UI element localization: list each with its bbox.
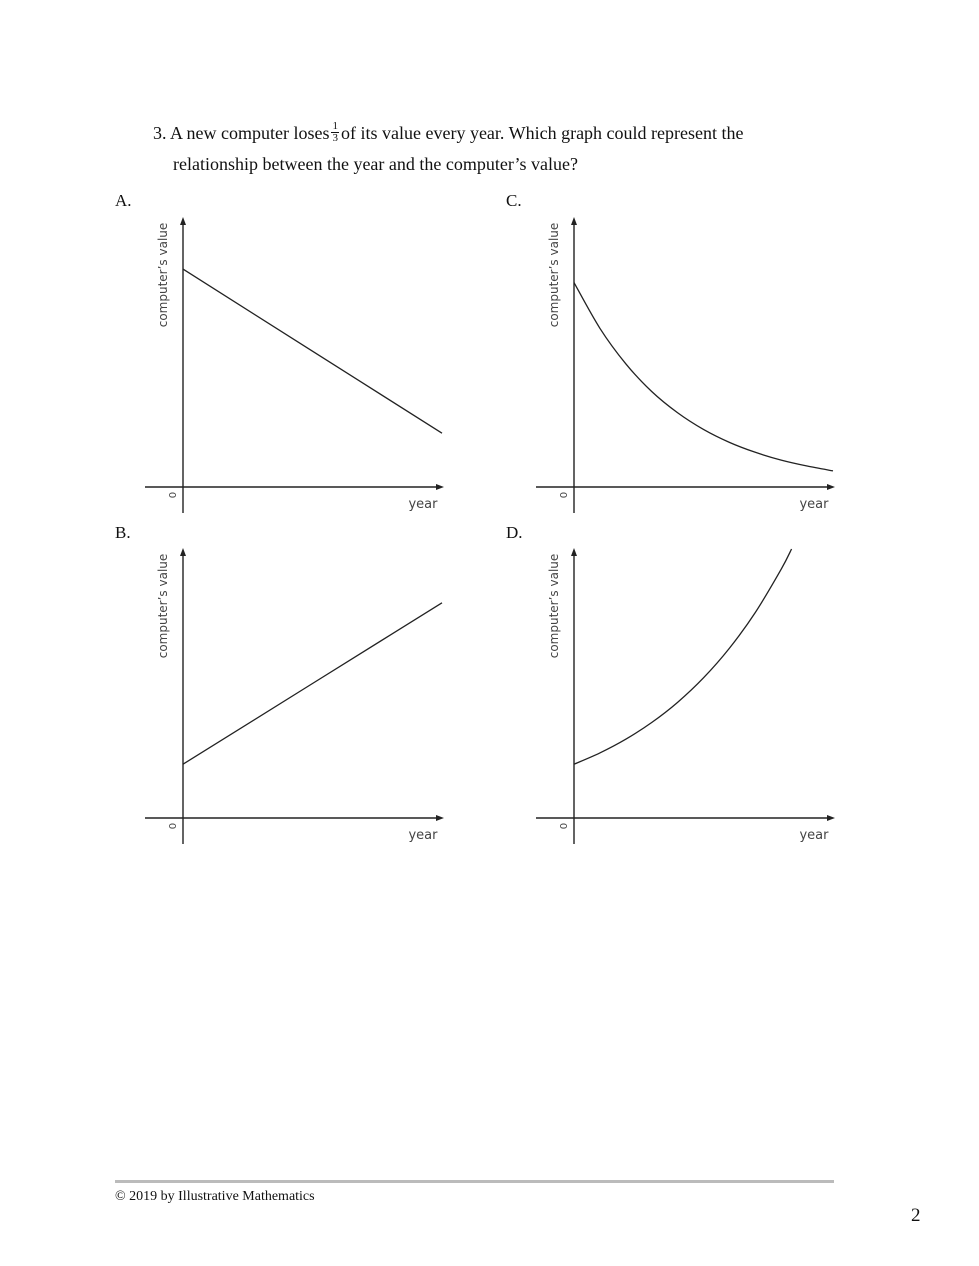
graph-c: year computer’s value 0 bbox=[536, 217, 835, 513]
x-axis-arrow-icon bbox=[827, 815, 835, 821]
x-axis-label: year bbox=[408, 828, 438, 843]
value-curve bbox=[573, 548, 793, 765]
question-text-before: A new computer loses bbox=[170, 123, 330, 143]
origin-label: 0 bbox=[168, 823, 179, 829]
x-axis-label: year bbox=[799, 828, 829, 843]
graph-d: year computer’s value 0 bbox=[536, 548, 835, 844]
fraction-denominator: 3 bbox=[332, 132, 338, 145]
x-axis-label: year bbox=[799, 497, 829, 512]
question-text-after: of its value every year. Which graph cou… bbox=[340, 123, 744, 143]
value-curve bbox=[182, 602, 443, 765]
y-axis-arrow-icon bbox=[180, 217, 186, 225]
y-axis-label: computer’s value bbox=[547, 554, 561, 659]
x-axis-label: year bbox=[408, 497, 438, 512]
question-number: 3. bbox=[153, 123, 167, 143]
y-axis-arrow-icon bbox=[180, 548, 186, 556]
origin-label: 0 bbox=[559, 492, 570, 498]
y-axis-arrow-icon bbox=[571, 548, 577, 556]
origin-label: 0 bbox=[168, 492, 179, 498]
value-curve bbox=[573, 282, 834, 472]
y-axis-label: computer’s value bbox=[547, 223, 561, 328]
option-c-label: C. bbox=[506, 191, 522, 210]
option-d-label: D. bbox=[506, 523, 523, 542]
y-axis-label: computer’s value bbox=[156, 554, 170, 659]
page-number: 2 bbox=[911, 1205, 921, 1226]
x-axis-arrow-icon bbox=[436, 484, 444, 490]
footer-copyright: © 2019 by Illustrative Mathematics bbox=[115, 1189, 315, 1204]
option-a-label: A. bbox=[115, 191, 132, 210]
x-axis-arrow-icon bbox=[436, 815, 444, 821]
origin-label: 0 bbox=[559, 823, 570, 829]
y-axis-label: computer’s value bbox=[156, 223, 170, 328]
footer-divider bbox=[115, 1180, 834, 1183]
x-axis-arrow-icon bbox=[827, 484, 835, 490]
value-curve bbox=[182, 268, 443, 434]
question-text-line2: relationship between the year and the co… bbox=[173, 154, 579, 174]
graph-a: year computer’s value 0 bbox=[145, 217, 444, 513]
graph-b: year computer’s value 0 bbox=[145, 548, 444, 844]
option-b-label: B. bbox=[115, 523, 131, 542]
y-axis-arrow-icon bbox=[571, 217, 577, 225]
fraction-numerator: 1 bbox=[331, 120, 339, 134]
question-3: 3. A new computer loses 1 3 of its value ev… bbox=[153, 118, 853, 180]
